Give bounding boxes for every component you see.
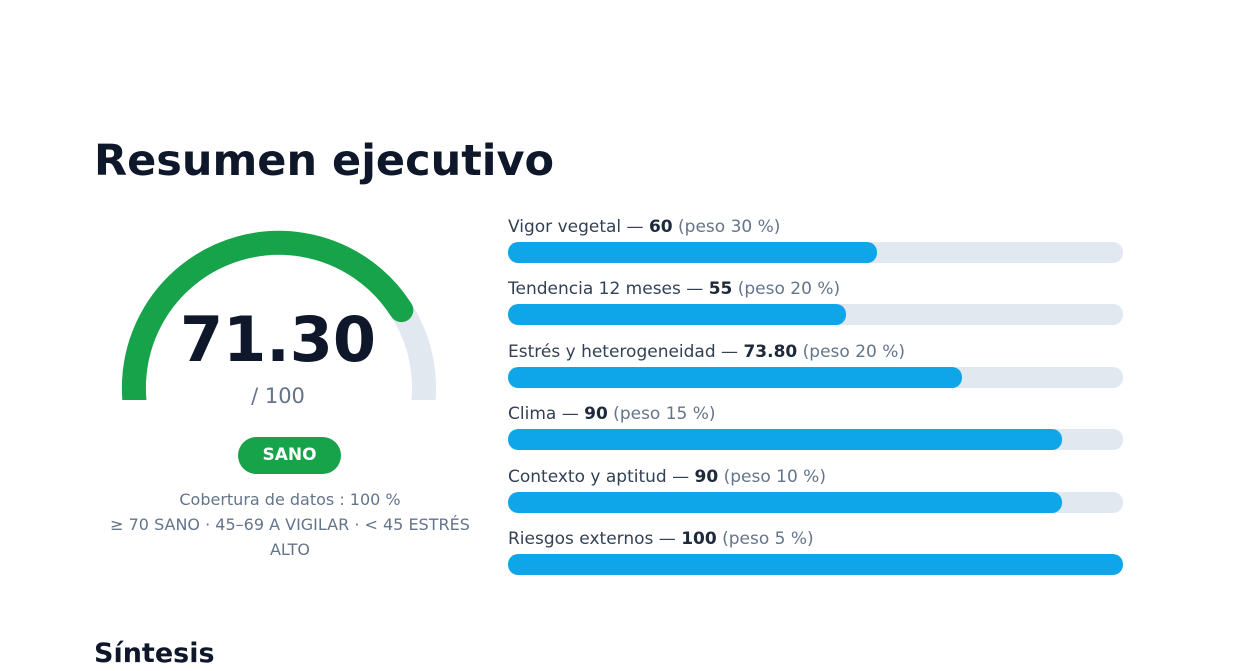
indicator-separator: — <box>621 217 649 237</box>
indicator-weight: (peso 20 %) <box>797 341 906 362</box>
indicator-label: Vigor vegetal — 60 (peso 30 %) <box>508 216 1123 238</box>
score-value: 71.30 <box>179 303 377 376</box>
indicator-separator: — <box>653 528 682 549</box>
indicator-value: 90 <box>584 404 608 425</box>
indicator-fill <box>508 304 847 326</box>
indicator-track <box>508 553 1123 575</box>
indicator-fill <box>508 429 1062 451</box>
indicator-name: Tendencia 12 meses <box>508 279 681 300</box>
indicator-fill <box>508 553 1123 575</box>
indicator-row: Tendencia 12 meses — 55 (peso 20 %) <box>508 278 1123 340</box>
page-title: Resumen ejecutivo <box>94 136 555 186</box>
indicator-track <box>508 429 1123 451</box>
indicator-name: Clima <box>508 404 557 425</box>
indicator-fill <box>508 491 1062 513</box>
indicator-row: Riesgos externos — 100 (peso 5 %) <box>508 528 1123 590</box>
indicator-fill <box>508 242 877 263</box>
indicator-track <box>508 366 1123 388</box>
indicator-label: Riesgos externos — 100 (peso 5 %) <box>508 528 1123 550</box>
score-max-label: / 100 <box>251 384 305 408</box>
indicator-weight: (peso 30 %) <box>672 217 781 237</box>
indicator-name: Estrés y heterogeneidad <box>508 341 716 362</box>
score-legend: ≥ 70 SANO · 45–69 A VIGILAR · < 45 ESTRÉ… <box>110 515 470 559</box>
indicator-value: 73.80 <box>743 341 798 362</box>
indicator-track <box>508 491 1123 513</box>
indicator-label: Contexto y aptitud — 90 (peso 10 %) <box>508 466 1123 488</box>
indicator-separator: — <box>680 279 709 300</box>
indicator-track <box>508 242 1123 263</box>
indicator-name: Contexto y aptitud <box>508 466 667 487</box>
indicator-row: Estrés y heterogeneidad — 73.80 (peso 20… <box>508 341 1123 403</box>
indicator-separator: — <box>556 404 585 425</box>
indicator-row: Contexto y aptitud — 90 (peso 10 %) <box>508 466 1123 528</box>
indicator-separator: — <box>715 341 744 362</box>
indicator-weight: (peso 20 %) <box>732 279 841 300</box>
status-badge: SANO <box>238 437 341 474</box>
indicator-value: 100 <box>681 528 717 549</box>
gauge-fill <box>121 230 414 400</box>
indicator-name: Vigor vegetal <box>508 217 622 237</box>
data-coverage: Cobertura de datos : 100 % <box>179 490 401 509</box>
indicator-separator: — <box>666 466 695 487</box>
indicator-value: 90 <box>694 466 719 487</box>
indicator-weight: (peso 15 %) <box>607 404 716 425</box>
indicator-label: Clima — 90 (peso 15 %) <box>508 403 1123 425</box>
indicator-label: Estrés y heterogeneidad — 73.80 (peso 20… <box>508 341 1123 363</box>
indicator-value: 55 <box>708 279 733 300</box>
indicator-weight: (peso 10 %) <box>718 466 826 487</box>
indicator-row: Clima — 90 (peso 15 %) <box>508 403 1123 465</box>
indicator-bars: Vigor vegetal — 60 (peso 30 %) Tendencia… <box>508 216 1123 590</box>
indicator-track <box>508 304 1123 326</box>
score-gauge <box>121 230 436 400</box>
section-title-synthesis: Síntesis <box>94 638 215 669</box>
indicator-fill <box>508 366 962 388</box>
indicator-name: Riesgos externos <box>508 528 654 549</box>
indicator-weight: (peso 5 %) <box>716 528 814 549</box>
indicator-value: 60 <box>648 217 673 237</box>
indicator-row: Vigor vegetal — 60 (peso 30 %) <box>508 216 1123 278</box>
indicator-label: Tendencia 12 meses — 55 (peso 20 %) <box>508 278 1123 300</box>
